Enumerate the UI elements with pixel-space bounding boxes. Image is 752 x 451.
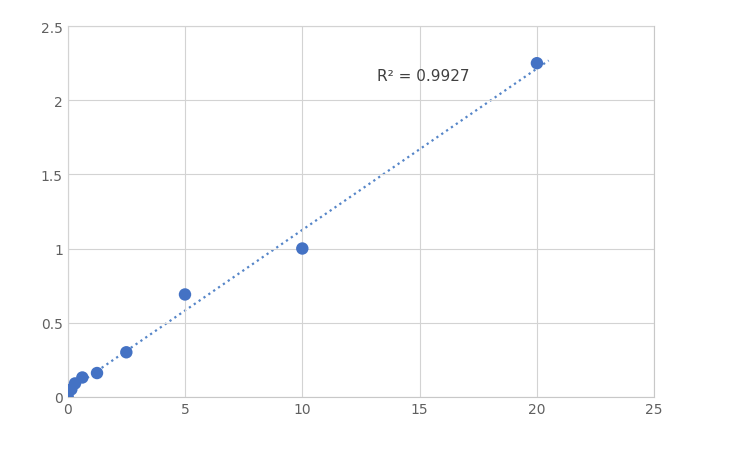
- Text: R² = 0.9927: R² = 0.9927: [378, 69, 470, 83]
- Point: [296, 245, 308, 253]
- Point: [76, 374, 89, 381]
- Point: [65, 386, 77, 393]
- Point: [69, 380, 81, 387]
- Point: [91, 370, 103, 377]
- Point: [62, 393, 74, 400]
- Point: [531, 60, 543, 68]
- Point: [120, 349, 132, 356]
- Point: [179, 291, 191, 299]
